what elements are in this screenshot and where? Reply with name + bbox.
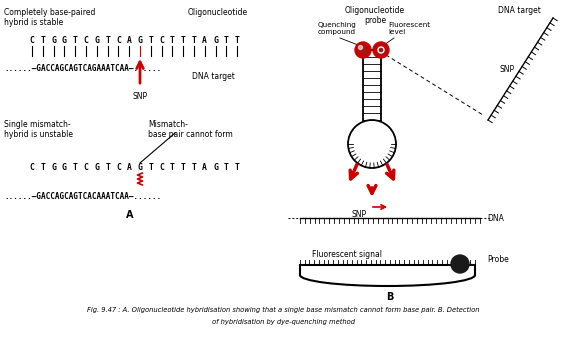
Text: Probe: Probe [487, 255, 508, 264]
Text: T: T [170, 36, 175, 45]
Text: ......—GACCAGCAGTCAGAAATCAA—......: ......—GACCAGCAGTCAGAAATCAA—...... [4, 64, 161, 73]
Text: Fluorescent signal: Fluorescent signal [312, 250, 382, 259]
Circle shape [451, 255, 469, 273]
Text: T: T [224, 36, 229, 45]
Text: T: T [224, 163, 229, 172]
Text: T: T [40, 36, 45, 45]
Text: A: A [202, 163, 207, 172]
Text: T: T [192, 163, 197, 172]
Circle shape [376, 45, 386, 55]
Text: Oligonucleotide: Oligonucleotide [188, 8, 248, 17]
Text: G: G [213, 163, 218, 172]
Text: C: C [159, 163, 164, 172]
Text: G: G [137, 163, 142, 172]
Text: SNP: SNP [132, 92, 147, 101]
Text: DNA: DNA [487, 214, 504, 223]
Text: C: C [29, 163, 34, 172]
Text: T: T [235, 163, 240, 172]
Text: T: T [73, 163, 77, 172]
Text: T: T [192, 36, 197, 45]
Text: Single mismatch-
hybrid is unstable: Single mismatch- hybrid is unstable [4, 120, 73, 139]
Text: G: G [51, 36, 56, 45]
Text: Oligonucleotide
probe: Oligonucleotide probe [345, 6, 405, 25]
Text: T: T [105, 36, 110, 45]
Text: Fig. 9.47 : A. Oligonucleotide hybridisation showing that a single base mismatch: Fig. 9.47 : A. Oligonucleotide hybridisa… [87, 307, 479, 313]
Text: Completely base-paired
hybrid is stable: Completely base-paired hybrid is stable [4, 8, 95, 27]
Text: G: G [62, 163, 67, 172]
Text: T: T [149, 163, 153, 172]
Text: A: A [127, 36, 132, 45]
Text: DNA target: DNA target [498, 6, 541, 15]
Text: B: B [386, 292, 394, 302]
Text: Fluorescent
level: Fluorescent level [388, 22, 430, 35]
Text: Mismatch-
base pair cannot form: Mismatch- base pair cannot form [148, 120, 233, 139]
Circle shape [373, 42, 389, 58]
Circle shape [355, 42, 371, 58]
Text: G: G [51, 163, 56, 172]
Text: A: A [126, 210, 134, 220]
Text: T: T [40, 163, 45, 172]
Text: T: T [73, 36, 77, 45]
Text: G: G [213, 36, 218, 45]
Text: T: T [149, 36, 153, 45]
Text: DNA target: DNA target [192, 72, 235, 81]
Text: SNP: SNP [352, 210, 367, 219]
Text: G: G [94, 163, 99, 172]
Circle shape [359, 45, 363, 50]
Text: C: C [84, 36, 89, 45]
Text: Quenching
compound: Quenching compound [318, 22, 357, 35]
Text: SNP: SNP [500, 65, 515, 74]
Text: G: G [62, 36, 67, 45]
Text: T: T [170, 163, 175, 172]
Text: C: C [116, 163, 121, 172]
Text: T: T [235, 36, 240, 45]
Text: T: T [105, 163, 110, 172]
Circle shape [358, 45, 368, 55]
Text: G: G [137, 36, 142, 45]
Text: A: A [202, 36, 207, 45]
Text: C: C [29, 36, 34, 45]
Text: T: T [181, 36, 186, 45]
Text: A: A [127, 163, 132, 172]
Text: C: C [84, 163, 89, 172]
Text: G: G [94, 36, 99, 45]
Text: ......—GACCAGCAGTCACAAATCAA—......: ......—GACCAGCAGTCACAAATCAA—...... [4, 192, 161, 201]
Text: T: T [181, 163, 186, 172]
Text: of hybridisation by dye-quenching method: of hybridisation by dye-quenching method [211, 319, 354, 325]
Text: C: C [159, 36, 164, 45]
Text: C: C [116, 36, 121, 45]
